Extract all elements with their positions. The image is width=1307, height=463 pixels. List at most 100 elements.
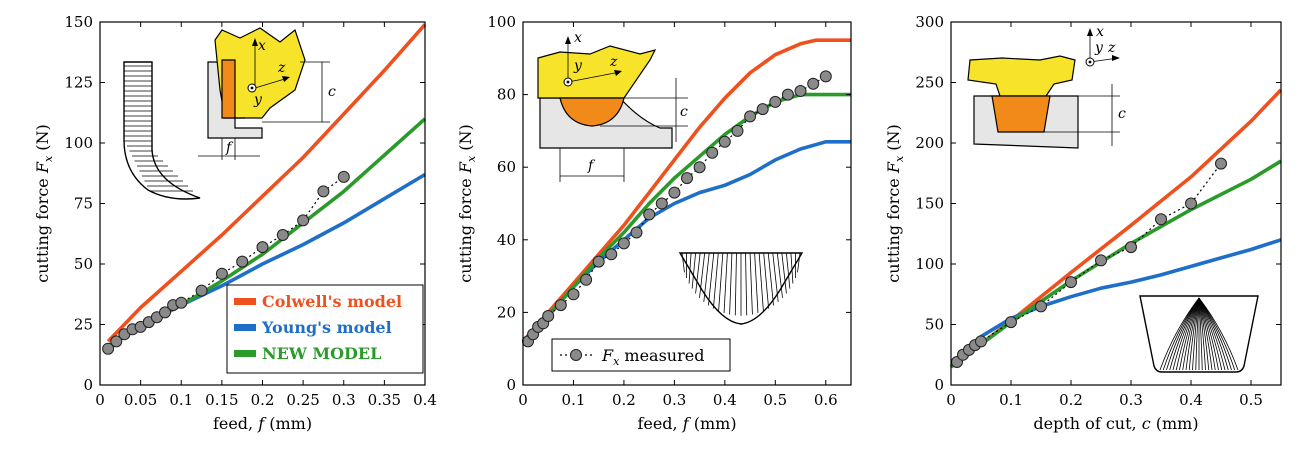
y-tick-label: 80 <box>497 86 516 104</box>
tool-shape-3 <box>967 55 1076 97</box>
fan-line <box>797 252 801 273</box>
measured-point <box>643 208 656 221</box>
chip-fan-panel2 <box>678 252 804 325</box>
fan-line <box>790 252 794 284</box>
axis-x-label: x <box>258 38 266 54</box>
fan-line <box>681 252 685 273</box>
measured-point <box>1215 157 1227 170</box>
measured-point <box>159 306 171 319</box>
legend-measured-marker <box>570 349 582 361</box>
measured-point <box>1125 241 1137 254</box>
measured-point <box>655 197 668 210</box>
measured-point <box>337 170 350 183</box>
x-tick-label: 0.5 <box>763 391 787 409</box>
measured-point <box>1155 213 1167 226</box>
y-tick-label: 20 <box>497 303 516 321</box>
measured-point <box>1185 197 1197 210</box>
dim-c-label-3: c <box>1118 106 1126 122</box>
dim-c-label: c <box>328 84 336 100</box>
y-tick-label: 100 <box>487 13 516 31</box>
y-tick-label: 100 <box>64 134 93 152</box>
x-tick-label: 0.1 <box>999 391 1023 409</box>
measured-point <box>731 124 744 137</box>
y-axis-label: cutting force Fx (N) <box>456 124 478 283</box>
y-tick-label: 250 <box>915 74 944 92</box>
y-tick-label: 150 <box>915 195 944 213</box>
x-tick-label: 0.4 <box>713 391 737 409</box>
legend-swatch-new-model <box>234 350 256 357</box>
dim-f-label: f <box>225 140 234 156</box>
tool-shape-2 <box>537 45 657 99</box>
x-axis-label: feed, f (mm) <box>213 414 312 433</box>
measured-point <box>276 229 289 241</box>
x-tick-label: 0.2 <box>612 391 636 409</box>
measured-point <box>718 135 731 148</box>
fan-line <box>763 252 770 309</box>
measured-point <box>554 299 567 312</box>
measured-point <box>195 284 208 297</box>
y-tick-label: 0 <box>506 376 516 394</box>
measured-point <box>256 241 269 254</box>
series-line-young-s-model <box>521 140 851 343</box>
fan-line <box>723 252 728 314</box>
x-axis-label: feed, f (mm) <box>637 414 736 433</box>
y-tick-label: 25 <box>74 316 93 334</box>
y-tick-label: 300 <box>915 13 944 31</box>
measured-point <box>769 95 782 108</box>
fan-line <box>712 252 719 309</box>
fan-line <box>734 252 737 316</box>
measured-point <box>819 70 832 83</box>
measured-point <box>744 110 757 123</box>
measured-point <box>567 288 580 301</box>
x-tick-label: 0.3 <box>332 391 356 409</box>
fan-line <box>699 252 706 298</box>
measured-point <box>794 85 807 97</box>
measured-point <box>236 255 249 268</box>
axis-z-arrowhead <box>282 76 290 82</box>
measured-point <box>668 186 681 199</box>
measured-point <box>215 267 228 280</box>
measured-point <box>605 248 618 261</box>
measured-point <box>617 237 630 250</box>
chip-hatch-panel1 <box>123 61 201 200</box>
x-tick-label: 0 <box>946 391 956 409</box>
axis-y-dot-2 <box>566 80 570 84</box>
measured-point <box>580 273 593 286</box>
fan-line <box>758 252 764 312</box>
y-tick-label: 50 <box>74 255 93 273</box>
x-tick-label: 0.35 <box>368 391 401 409</box>
x-tick-label: 0.05 <box>124 391 157 409</box>
x-tick-label: 0.15 <box>205 391 238 409</box>
legend-box <box>226 284 424 374</box>
y-tick-label: 0 <box>934 376 944 394</box>
legend-label-new-model: NEW MODEL <box>262 344 381 363</box>
legend-label-colwell: Colwell's model <box>262 292 402 311</box>
y-tick-label: 60 <box>497 158 516 176</box>
y-tick-label: 50 <box>925 316 944 334</box>
legend-models: Colwell's model Young's model NEW MODEL <box>226 284 424 374</box>
axis-z-arrowhead-3 <box>1112 55 1120 61</box>
axis-x-arrowhead-3 <box>1087 28 1093 36</box>
legend-swatch-colwell <box>234 298 256 305</box>
dim-f-label-2: f <box>587 158 596 174</box>
measured-point <box>756 103 769 116</box>
axis-z-label-3: z <box>1107 40 1116 56</box>
fan-line <box>729 252 733 315</box>
x-tick-label: 0.1 <box>169 391 193 409</box>
measured-point <box>175 296 188 309</box>
x-tick-label: 0.2 <box>251 391 275 409</box>
chip-fan-lines <box>681 252 801 316</box>
measured-point <box>297 214 310 227</box>
y-tick-label: 0 <box>83 376 93 394</box>
x-tick-label: 0.4 <box>1179 391 1203 409</box>
legend-measured: Fx measured <box>551 338 731 372</box>
fan-line <box>703 252 710 302</box>
chart-panel-feed-colwell: 0 0.05 0.1 0.15 0.2 0.25 0.3 0.35 0.4 0 25 50 75 100 1… <box>33 13 437 433</box>
chip-fan-panel3 <box>1139 295 1259 373</box>
axis-x-label-2: x <box>574 30 582 46</box>
axis-y-dot <box>250 86 254 90</box>
fan-line <box>745 252 748 316</box>
axis-y-label-2: y <box>573 58 583 74</box>
axes-frame <box>522 21 852 386</box>
axis-x-arrowhead <box>252 38 258 46</box>
